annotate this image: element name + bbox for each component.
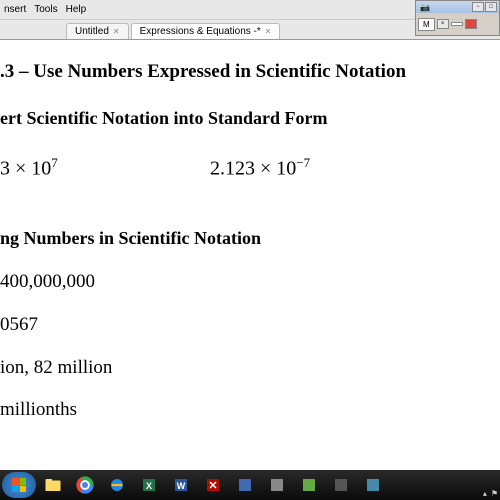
minimize-button[interactable]: − [472,2,484,12]
list-item: 400,000,000 [0,270,500,295]
close-icon[interactable]: × [437,19,449,29]
expr-exponent: −7 [296,155,310,170]
webcam-titlebar: 📷 − □ [416,1,499,13]
list-item: millionths [0,398,500,423]
word-icon[interactable]: W [166,472,196,498]
section-heading-2: ng Numbers in Scientific Notation [0,227,500,250]
expr-base: 2.123 × 10 [210,158,296,180]
chrome-icon[interactable] [70,472,100,498]
expr-exponent: 7 [51,155,58,170]
app-icon[interactable] [262,472,292,498]
list-item: ion, 82 million [0,356,500,381]
tray-arrow-icon[interactable]: ▴ [483,489,487,498]
smart-icon[interactable] [230,472,260,498]
webcam-window: 📷 − □ M × [415,0,500,36]
page-title: .3 – Use Numbers Expressed in Scientific… [0,60,500,85]
close-icon[interactable]: ✕ [265,27,272,36]
record-button[interactable] [465,19,477,29]
excel-icon[interactable]: X [134,472,164,498]
tab-untitled[interactable]: Untitled ✕ [66,23,129,39]
list-item: 0567 [0,313,500,338]
app-icon[interactable] [294,472,324,498]
expr-base: 3 × 10 [0,158,51,180]
flag-icon[interactable]: ⚑ [491,489,498,498]
document-content: .3 – Use Numbers Expressed in Scientific… [0,40,500,423]
svg-text:W: W [177,481,186,491]
explorer-icon[interactable] [38,472,68,498]
ie-icon[interactable] [102,472,132,498]
menu-insert[interactable]: nsert [4,4,26,15]
pdf-icon[interactable] [198,472,228,498]
tab-label: Expressions & Equations -* [140,26,261,37]
menu-help[interactable]: Help [66,4,87,15]
windows-icon [12,478,26,492]
camera-icon: 📷 [420,3,430,12]
start-button[interactable] [2,472,36,498]
menu-tools[interactable]: Tools [34,4,57,15]
app-icon[interactable] [326,472,356,498]
tab-expressions[interactable]: Expressions & Equations -* ✕ [131,23,281,39]
expression-2: 2.123 × 10−7 [210,155,310,182]
webcam-body: M × [416,13,499,35]
webcam-label: M [418,18,435,31]
svg-text:X: X [146,481,152,491]
close-icon[interactable]: ✕ [113,27,120,36]
expression-1: 3 × 107 [0,155,210,182]
app-icon[interactable] [358,472,388,498]
tab-label: Untitled [75,26,109,37]
maximize-button[interactable]: □ [485,2,497,12]
system-tray[interactable]: ▴ ⚑ [483,489,498,498]
expression-row: 3 × 107 2.123 × 10−7 [0,155,500,182]
taskbar: X W ▴ ⚑ [0,470,500,500]
section-heading: ert Scientific Notation into Standard Fo… [0,107,500,130]
webcam-preview [451,22,463,26]
